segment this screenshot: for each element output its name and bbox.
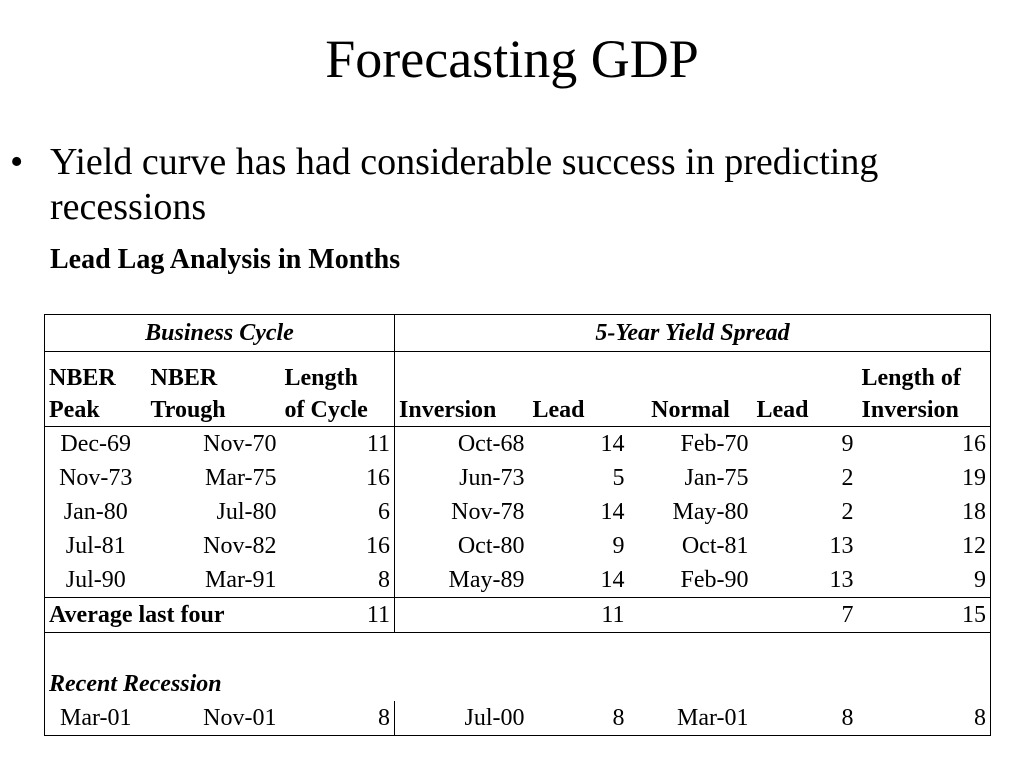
bullet-marker: • xyxy=(10,141,24,183)
cell-peak: Jul-90 xyxy=(65,566,126,593)
cell-length: 8 xyxy=(280,563,395,598)
lead-lag-table: Business Cycle 5-Year Yield Spread NBER P… xyxy=(44,314,992,736)
recent-recession-label-row: Recent Recession xyxy=(45,667,991,701)
col-normal: Normal xyxy=(628,351,753,427)
cell-trough: Nov-70 xyxy=(203,430,277,457)
table-row: Nov-73 Mar-75 16 Jun-73 5 Jan-75 2 19 xyxy=(45,461,991,495)
recent-recession-label: Recent Recession xyxy=(49,670,222,697)
cell-length: 16 xyxy=(280,461,395,495)
cell-normal: May-80 xyxy=(672,498,749,525)
cell-lead-2: 13 xyxy=(829,566,854,593)
average-inversion-length: 15 xyxy=(857,597,991,633)
cell-lead-2: 13 xyxy=(829,532,854,559)
table-row: Dec-69 Nov-70 11 Oct-68 14 Feb-70 9 16 xyxy=(45,426,991,461)
column-header-row: NBER Peak NBER Trough Length of Cycle Inver… xyxy=(44,351,991,427)
table-row: Jan-80 Jul-80 6 Nov-78 14 May-80 2 18 xyxy=(45,495,991,529)
cell-trough: Jul-80 xyxy=(216,498,277,525)
average-lead-2: 7 xyxy=(752,597,858,633)
cell-length: 11 xyxy=(280,426,395,461)
cell-lead-1: 14 xyxy=(600,430,625,457)
cell-inversion: Oct-80 xyxy=(457,532,525,559)
cell-trough: Mar-91 xyxy=(205,566,277,593)
cell-lead-1: 9 xyxy=(612,532,625,559)
table-title: Lead Lag Analysis in Months xyxy=(50,244,401,275)
cell-peak: Dec-69 xyxy=(60,430,132,457)
yield-spread-header: 5-Year Yield Spread xyxy=(394,314,991,352)
cell-inversion-length: 18 xyxy=(962,498,987,525)
cell-length: 6 xyxy=(280,495,395,529)
average-lead-1: 11 xyxy=(528,597,629,633)
cell-lead-1: 14 xyxy=(600,566,625,593)
data-rows: Dec-69 Nov-70 11 Oct-68 14 Feb-70 9 16 Nov-73 Mar… xyxy=(45,426,991,598)
cell-length: 16 xyxy=(280,529,395,563)
cell-inversion: Nov-78 xyxy=(451,498,525,525)
cell-lead-1: 14 xyxy=(600,498,625,525)
cell-lead-1: 8 xyxy=(612,704,625,731)
cell-normal: Feb-70 xyxy=(680,430,749,457)
cell-peak: Nov-73 xyxy=(59,464,133,491)
col-lead-2: Lead xyxy=(752,351,858,427)
average-row: Average last four 11 11 7 15 xyxy=(44,597,991,633)
cell-lead-2: 8 xyxy=(841,704,854,731)
cell-trough: Nov-01 xyxy=(203,704,277,731)
cell-peak: Mar-01 xyxy=(60,704,132,731)
cell-lead-2: 2 xyxy=(841,498,854,525)
cell-normal: Jan-75 xyxy=(684,464,749,491)
cell-inversion: May-89 xyxy=(448,566,525,593)
cell-inversion-length: 9 xyxy=(974,566,987,593)
col-inversion: Inversion xyxy=(394,351,529,427)
bullet-text: Yield curve has had considerable success… xyxy=(50,141,879,228)
col-nber-trough: NBER Trough xyxy=(146,351,281,427)
cell-peak: Jul-81 xyxy=(65,532,126,559)
table-row: Jul-81 Nov-82 16 Oct-80 9 Oct-81 13 12 xyxy=(45,529,991,563)
group-header-row: Business Cycle 5-Year Yield Spread xyxy=(44,314,991,352)
cell-lead-2: 9 xyxy=(841,430,854,457)
cell-inversion: Oct-68 xyxy=(457,430,525,457)
cell-lead-1: 5 xyxy=(612,464,625,491)
col-lead-1: Lead xyxy=(528,351,629,427)
cell-trough: Nov-82 xyxy=(203,532,277,559)
slide-title: Forecasting GDP xyxy=(325,29,699,89)
table-row: Jul-90 Mar-91 8 May-89 14 Feb-90 13 9 xyxy=(45,563,991,598)
cell-length: 8 xyxy=(280,701,395,736)
cell-inversion-length: 8 xyxy=(974,704,987,731)
bullet-point: • Yield curve has had considerable succe… xyxy=(10,140,1010,230)
cell-normal: Feb-90 xyxy=(680,566,749,593)
average-length: 11 xyxy=(280,597,395,633)
col-length-of-inversion: Length of Inversion xyxy=(857,351,991,427)
cell-inversion: Jul-00 xyxy=(464,704,525,731)
cell-inversion-length: 19 xyxy=(962,464,987,491)
cell-normal: Oct-81 xyxy=(681,532,749,559)
col-nber-peak: NBER Peak xyxy=(44,351,147,427)
cell-normal: Mar-01 xyxy=(677,704,749,731)
cell-peak: Jan-80 xyxy=(63,498,128,525)
cell-trough: Mar-75 xyxy=(205,464,277,491)
cell-inversion-length: 16 xyxy=(962,430,987,457)
col-length-of-cycle: Length of Cycle xyxy=(280,351,395,427)
average-label: Average last four xyxy=(44,597,281,633)
business-cycle-header: Business Cycle xyxy=(44,314,395,352)
cell-inversion-length: 12 xyxy=(962,532,987,559)
cell-inversion: Jun-73 xyxy=(459,464,525,491)
cell-lead-2: 2 xyxy=(841,464,854,491)
recent-recession-row: Mar-01 Nov-01 8 Jul-00 8 Mar-01 8 8 xyxy=(45,701,991,736)
